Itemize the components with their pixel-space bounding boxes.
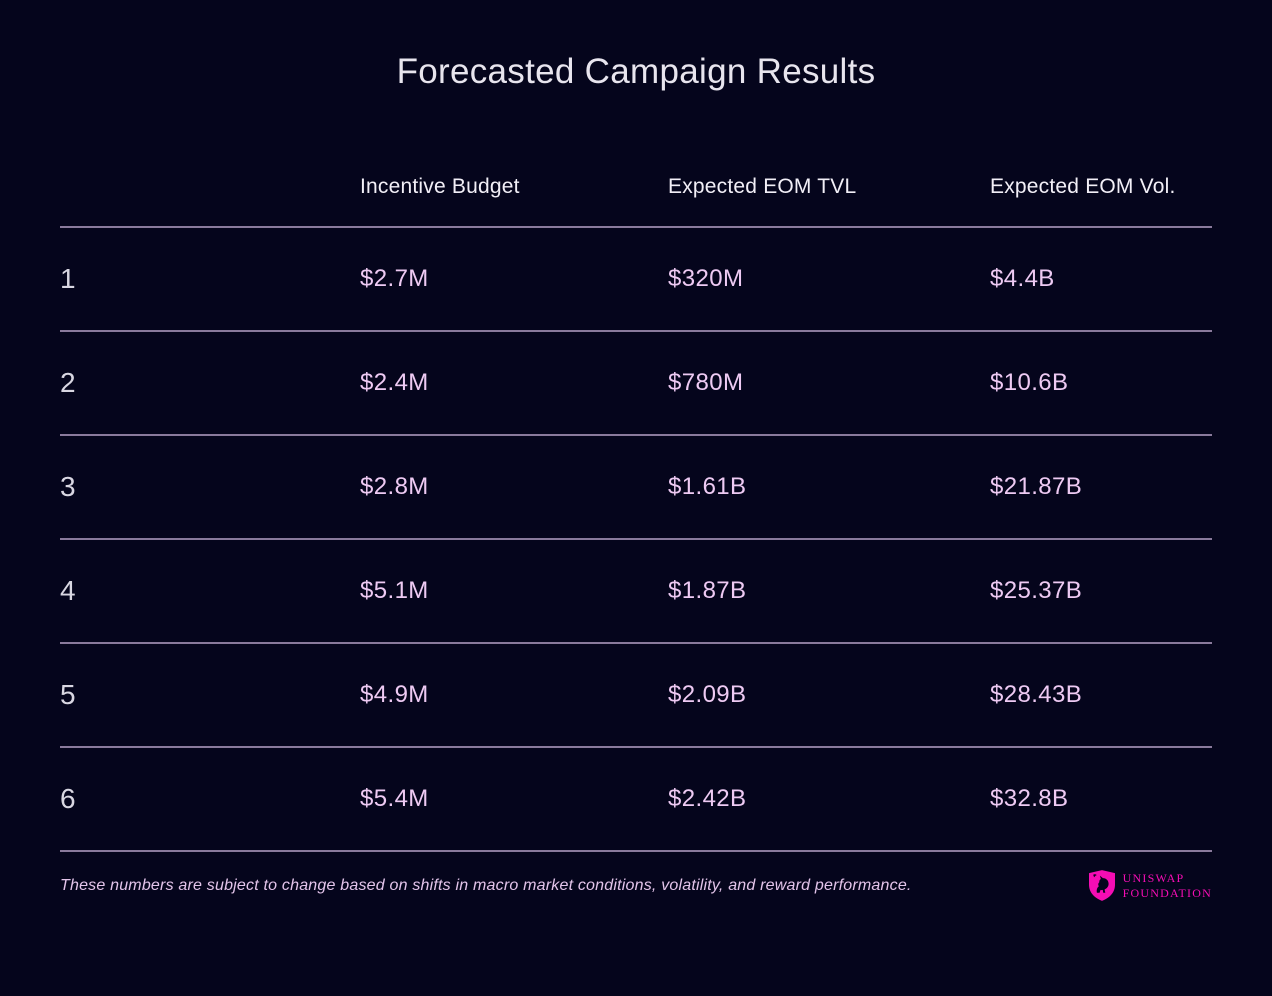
logo-line-uniswap: UNISWAP	[1122, 870, 1185, 885]
expected-eom-vol-value: $21.87B	[990, 473, 1083, 500]
expected-eom-vol-value: $28.43B	[990, 681, 1083, 708]
expected-eom-tvl-value: $780M	[668, 369, 744, 396]
expected-eom-tvl-value: $1.87B	[668, 577, 747, 604]
footer: These numbers are subject to change base…	[60, 852, 1212, 901]
table-row: 4 $5.1M $1.87B $25.37B	[60, 540, 1212, 644]
incentive-budget-value: $5.4M	[360, 785, 429, 812]
expected-eom-vol-value: $25.37B	[990, 577, 1083, 604]
table-row: 1 $2.7M $320M $4.4B	[60, 228, 1212, 332]
column-header-expected-eom-vol: Expected EOM Vol.	[990, 175, 1176, 198]
unicorn-shield-icon	[1088, 870, 1115, 901]
footnote: These numbers are subject to change base…	[60, 876, 912, 894]
table-row: 3 $2.8M $1.61B $21.87B	[60, 436, 1212, 540]
expected-eom-vol-value: $4.4B	[990, 265, 1055, 292]
column-header-expected-eom-tvl: Expected EOM TVL	[668, 175, 857, 198]
logo-wordmark: UNISWAP FOUNDATION	[1123, 871, 1212, 901]
expected-eom-tvl-value: $2.09B	[668, 681, 747, 708]
incentive-budget-value: $2.7M	[360, 265, 429, 292]
incentive-budget-value: $2.8M	[360, 473, 429, 500]
row-number: 4	[60, 575, 76, 606]
table-header-row: Incentive Budget Expected EOM TVL Expect…	[60, 148, 1212, 228]
row-number: 3	[60, 471, 76, 502]
expected-eom-vol-value: $32.8B	[990, 785, 1069, 812]
table-row: 2 $2.4M $780M $10.6B	[60, 332, 1212, 436]
row-number: 5	[60, 679, 76, 710]
row-number: 2	[60, 367, 76, 398]
table-row: 5 $4.9M $2.09B $28.43B	[60, 644, 1212, 748]
expected-eom-tvl-value: $2.42B	[668, 785, 747, 812]
page-title: Forecasted Campaign Results	[396, 52, 876, 91]
incentive-budget-value: $4.9M	[360, 681, 429, 708]
uniswap-foundation-logo: UNISWAP FOUNDATION	[1088, 870, 1212, 901]
expected-eom-tvl-value: $1.61B	[668, 473, 747, 500]
row-number: 6	[60, 783, 76, 814]
expected-eom-vol-value: $10.6B	[990, 369, 1069, 396]
expected-eom-tvl-value: $320M	[668, 265, 744, 292]
slide: Forecasted Campaign Results Incentive Bu…	[0, 52, 1272, 996]
forecast-table: Incentive Budget Expected EOM TVL Expect…	[60, 148, 1212, 852]
column-header-incentive-budget: Incentive Budget	[360, 175, 520, 198]
incentive-budget-value: $5.1M	[360, 577, 429, 604]
logo-line-foundation: FOUNDATION	[1122, 885, 1212, 900]
incentive-budget-value: $2.4M	[360, 369, 429, 396]
table-row: 6 $5.4M $2.42B $32.8B	[60, 748, 1212, 852]
row-number: 1	[60, 263, 76, 294]
